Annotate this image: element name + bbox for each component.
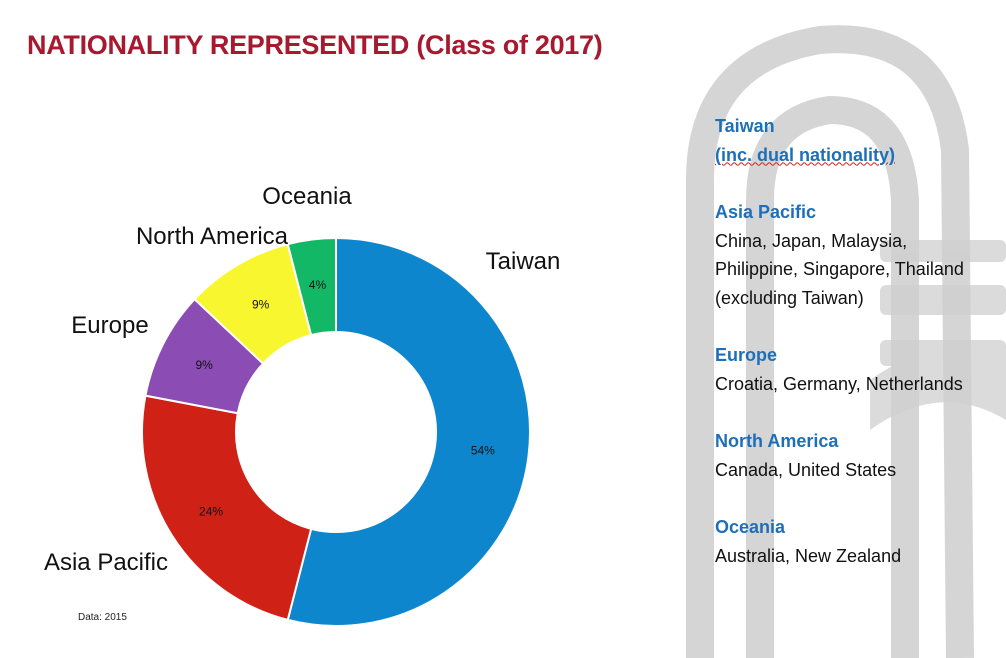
- legend-heading: Europe: [715, 345, 778, 365]
- legend-body: Canada, United States: [715, 459, 897, 480]
- data-label: 9%: [252, 298, 270, 312]
- legend-group-asia-pacific: Asia Pacific China, Japan, Malaysia, Phi…: [715, 198, 1003, 312]
- data-label: 54%: [471, 444, 495, 458]
- legend-heading: North America: [715, 431, 839, 451]
- legend-group-oceania: Oceania Australia, New Zealand: [715, 513, 1003, 570]
- legend-body: Croatia, Germany, Netherlands: [715, 373, 963, 394]
- legend-body: Australia, New Zealand: [715, 545, 902, 566]
- data-label: 24%: [199, 504, 223, 518]
- legend-heading: Taiwan: [715, 116, 775, 136]
- data-label: 4%: [309, 278, 327, 292]
- page-title: NATIONALITY REPRESENTED (Class of 2017): [27, 30, 603, 60]
- category-label: Oceania: [262, 183, 352, 210]
- legend-heading: Asia Pacific: [715, 202, 817, 222]
- donut-chart: 54% 24% 9% 9% 4% Taiwan Asia Pacific Europe Nor…: [44, 183, 561, 627]
- category-label: Europe: [71, 312, 148, 339]
- legend-group-north-america: North America Canada, United States: [715, 427, 1003, 484]
- data-source-note: Data: 2015: [78, 612, 127, 623]
- legend-subheading: (inc. dual nationality): [715, 141, 1003, 170]
- category-label: Asia Pacific: [44, 549, 168, 576]
- category-label: North America: [136, 223, 289, 250]
- donut-slice-taiwan: [286, 236, 531, 627]
- legend-subheading-text: (inc. dual nationality): [715, 144, 896, 165]
- category-label: Taiwan: [486, 248, 561, 275]
- nationality-legend: Taiwan (inc. dual nationality) Asia Paci…: [715, 112, 1003, 599]
- legend-heading: Oceania: [715, 517, 786, 537]
- donut-slice-asia-pacific: [141, 394, 313, 622]
- legend-group-europe: Europe Croatia, Germany, Netherlands: [715, 341, 1003, 398]
- legend-group-taiwan: Taiwan (inc. dual nationality): [715, 112, 1003, 169]
- legend-body: China, Japan, Malaysia, Philippine, Sing…: [715, 230, 964, 308]
- data-label: 9%: [195, 358, 213, 372]
- donut-slice-oceania: [286, 236, 337, 337]
